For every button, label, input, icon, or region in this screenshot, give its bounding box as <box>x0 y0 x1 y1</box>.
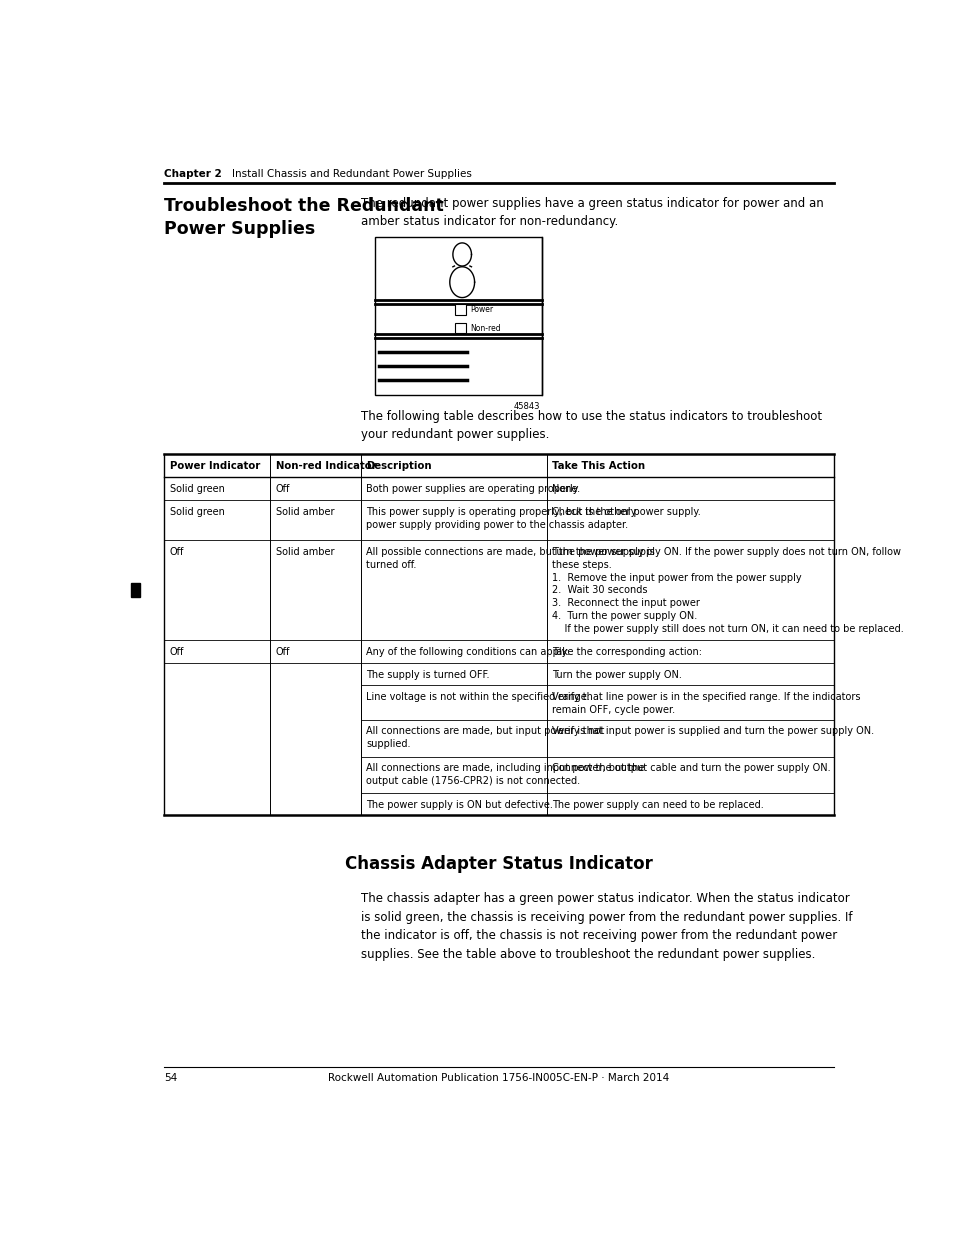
Text: Solid amber: Solid amber <box>275 508 334 517</box>
Text: Non-red: Non-red <box>470 324 500 332</box>
Text: Install Chassis and Redundant Power Supplies: Install Chassis and Redundant Power Supp… <box>233 169 472 179</box>
Text: Off: Off <box>170 647 184 657</box>
Text: Off: Off <box>275 647 290 657</box>
Text: Off: Off <box>170 547 184 557</box>
Bar <box>455 322 465 333</box>
Text: Troubleshoot the Redundant
Power Supplies: Troubleshoot the Redundant Power Supplie… <box>164 196 443 237</box>
Text: The supply is turned OFF.: The supply is turned OFF. <box>366 671 490 680</box>
Text: Turn the power supply ON. If the power supply does not turn ON, follow
these ste: Turn the power supply ON. If the power s… <box>552 547 903 634</box>
Text: All possible connections are made, but the power supply is
turned off.: All possible connections are made, but t… <box>366 547 655 569</box>
Bar <box>375 237 541 395</box>
Text: The redundant power supplies have a green status indicator for power and an
ambe: The redundant power supplies have a gree… <box>360 196 823 227</box>
Text: Verify that line power is in the specified range. If the indicators
remain OFF, : Verify that line power is in the specifi… <box>552 692 860 715</box>
Text: This power supply is operating properly, but is the only
power supply providing : This power supply is operating properly,… <box>366 508 637 530</box>
Text: Connect the output cable and turn the power supply ON.: Connect the output cable and turn the po… <box>552 763 830 773</box>
Text: The chassis adapter has a green power status indicator. When the status indicato: The chassis adapter has a green power st… <box>360 892 852 961</box>
Text: All connections are made, including input power, but the
output cable (1756-CPR2: All connections are made, including inpu… <box>366 763 644 787</box>
Text: Power: Power <box>470 305 493 314</box>
Text: The power supply is ON but defective.: The power supply is ON but defective. <box>366 800 553 810</box>
Text: The power supply can need to be replaced.: The power supply can need to be replaced… <box>552 800 763 810</box>
Text: Rockwell Automation Publication 1756-IN005C-EN-P · March 2014: Rockwell Automation Publication 1756-IN0… <box>328 1073 669 1083</box>
Text: All connections are made, but input power is not
supplied.: All connections are made, but input powe… <box>366 726 604 750</box>
Text: Solid green: Solid green <box>170 484 224 494</box>
Text: Verify that input power is supplied and turn the power supply ON.: Verify that input power is supplied and … <box>552 726 874 736</box>
Text: Both power supplies are operating properly.: Both power supplies are operating proper… <box>366 484 580 494</box>
Bar <box>131 583 140 597</box>
Text: Description: Description <box>366 461 432 471</box>
Text: Non-red Indicator: Non-red Indicator <box>275 461 376 471</box>
Text: Line voltage is not within the specified range.: Line voltage is not within the specified… <box>366 692 590 701</box>
Text: 45843: 45843 <box>513 403 539 411</box>
Text: Power Indicator: Power Indicator <box>170 461 260 471</box>
Text: Off: Off <box>275 484 290 494</box>
Text: Any of the following conditions can apply:: Any of the following conditions can appl… <box>366 647 570 657</box>
Text: Chapter 2: Chapter 2 <box>164 169 222 179</box>
Text: Take the corresponding action:: Take the corresponding action: <box>552 647 701 657</box>
Text: Chassis Adapter Status Indicator: Chassis Adapter Status Indicator <box>345 855 652 873</box>
Text: 54: 54 <box>164 1073 177 1083</box>
Text: Check the other power supply.: Check the other power supply. <box>552 508 700 517</box>
Text: Turn the power supply ON.: Turn the power supply ON. <box>552 671 681 680</box>
Text: Take This Action: Take This Action <box>552 461 645 471</box>
Text: Solid amber: Solid amber <box>275 547 334 557</box>
Text: Solid green: Solid green <box>170 508 224 517</box>
Bar <box>455 304 465 315</box>
Text: The following table describes how to use the status indicators to troubleshoot
y: The following table describes how to use… <box>360 410 821 441</box>
Text: None: None <box>552 484 578 494</box>
